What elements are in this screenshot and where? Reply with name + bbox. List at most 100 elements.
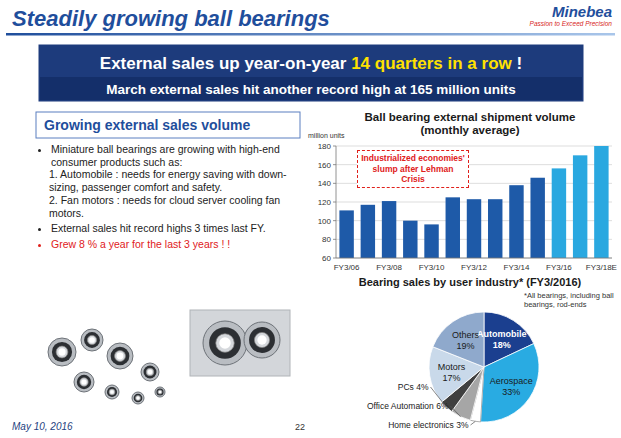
bearing-seal bbox=[209, 327, 241, 359]
photo-bearing-closeup bbox=[190, 310, 290, 376]
bearing-outer bbox=[141, 363, 159, 381]
banner-strip bbox=[40, 77, 582, 100]
y-axis-line bbox=[336, 146, 337, 258]
bar bbox=[403, 221, 417, 258]
bar bbox=[339, 210, 353, 258]
bar bbox=[509, 185, 523, 258]
bearing-seal bbox=[84, 332, 100, 348]
y-tick-label: 180 bbox=[318, 142, 332, 151]
bearing-seal bbox=[111, 347, 130, 366]
bearing-seal bbox=[249, 327, 275, 353]
tick-mark bbox=[333, 164, 336, 165]
sub-item: 1. Automobile : needs for energy saving … bbox=[49, 168, 296, 193]
bearing-outer bbox=[107, 343, 133, 369]
bearing-inner bbox=[158, 390, 162, 394]
pie-value: 3% bbox=[456, 420, 469, 430]
tick-mark bbox=[333, 220, 336, 221]
bearing-outer bbox=[132, 392, 144, 404]
y-tick-label: 160 bbox=[318, 161, 332, 170]
x-axis-line bbox=[336, 258, 612, 259]
bearing-outer bbox=[81, 329, 103, 351]
bar-chart-title: Ball bearing external shipment volume bbox=[365, 111, 576, 123]
y-tick-label: 100 bbox=[318, 217, 332, 226]
bearing-inner bbox=[254, 332, 269, 347]
pie-slices bbox=[429, 312, 539, 422]
banner-text: ! bbox=[512, 54, 522, 73]
pie-value: 17% bbox=[442, 373, 460, 383]
bearing-inner bbox=[146, 368, 154, 376]
y-tick-label: 140 bbox=[318, 179, 332, 188]
x-tick-label: FY3/14 bbox=[504, 263, 530, 272]
bearing-seal bbox=[156, 388, 163, 395]
bullet: Miniature ball bearings are growing with… bbox=[51, 143, 296, 219]
tick-mark bbox=[333, 183, 336, 184]
bullet-text: External sales hit record highs 3 times … bbox=[51, 222, 266, 234]
bar bbox=[530, 178, 544, 258]
pie-slice bbox=[481, 344, 539, 422]
bearing-inner bbox=[109, 389, 115, 395]
grid-line bbox=[336, 146, 612, 147]
bearing-seal bbox=[77, 375, 91, 389]
y-tick-label: 120 bbox=[318, 198, 332, 207]
banner-line2: March external sales hit another record … bbox=[106, 82, 516, 97]
x-tick-label: FY3/06 bbox=[334, 263, 360, 272]
bar bbox=[594, 146, 608, 258]
page: Steadily growing ball bearingsMinebeaPas… bbox=[0, 0, 621, 438]
bearing-bore bbox=[110, 390, 114, 394]
banner-highlight: 14 quarters in a row bbox=[351, 54, 512, 73]
pie-outside-label: Home electronics 3% bbox=[388, 420, 469, 430]
text-box-header bbox=[36, 112, 300, 138]
bearing-seal bbox=[52, 342, 72, 362]
y-axis-title: million units bbox=[308, 132, 345, 139]
bearing-inner bbox=[135, 395, 140, 400]
x-tick-label: FY3/16 bbox=[546, 263, 572, 272]
x-tick-label: FY3/18E bbox=[586, 263, 617, 272]
photo-frame bbox=[190, 310, 290, 376]
pie-chart-title: Bearing sales by user industry* (FY3/201… bbox=[359, 276, 582, 288]
bearing-seal bbox=[144, 366, 157, 379]
header-rule bbox=[6, 33, 615, 36]
pie-category: PCs bbox=[398, 382, 416, 392]
banner-text: External sales up year-on-year bbox=[100, 54, 351, 73]
bar-chart-subtitle: (monthly average) bbox=[420, 124, 519, 136]
pie-outside-label: Office Automation 6% bbox=[367, 401, 449, 411]
bearing-inner bbox=[56, 346, 68, 358]
pie-category: Motors bbox=[438, 362, 466, 372]
bar bbox=[382, 201, 396, 258]
bearing-bore bbox=[58, 348, 65, 355]
pie-value: 33% bbox=[502, 387, 520, 397]
bullet: External sales hit record highs 3 times … bbox=[51, 222, 296, 235]
bearing-bore bbox=[159, 391, 162, 394]
pie-note: *All bearings, including ball bearings, … bbox=[524, 291, 616, 309]
bearing-inner bbox=[87, 335, 96, 344]
leader-line bbox=[431, 387, 447, 407]
page-number: 22 bbox=[295, 422, 305, 432]
bullet-text: Miniature ball bearings are growing with… bbox=[51, 143, 280, 168]
pie-category: Office Automation bbox=[367, 401, 436, 411]
bullet-text: Grew 8 % a year for the last 3 years ! ! bbox=[51, 238, 230, 250]
banner-line1: External sales up year-on-year 14 quarte… bbox=[100, 54, 522, 73]
bearing-bore bbox=[117, 353, 124, 360]
tagline: Passion to Exceed Precision bbox=[530, 20, 613, 27]
pie-slice bbox=[433, 312, 484, 367]
bar bbox=[467, 199, 481, 258]
leader-line bbox=[451, 406, 461, 417]
grid-line bbox=[336, 258, 612, 259]
bearing-bore bbox=[136, 396, 139, 399]
x-tick-label: FY3/10 bbox=[419, 263, 445, 272]
bearing-bore bbox=[148, 370, 153, 375]
y-tick-label: 60 bbox=[322, 254, 331, 263]
banner bbox=[38, 44, 584, 102]
bearing-outer bbox=[74, 372, 94, 392]
x-tick-label: FY3/08 bbox=[376, 263, 402, 272]
bearing-outer bbox=[155, 387, 165, 397]
tick-mark bbox=[333, 258, 336, 259]
sub-list: 1. Automobile : needs for energy saving … bbox=[49, 168, 296, 219]
logo: Minebea bbox=[552, 3, 612, 20]
text-box-title: Growing external sales volume bbox=[44, 117, 250, 133]
bar bbox=[446, 197, 460, 258]
bearing-inner bbox=[216, 334, 234, 352]
bars bbox=[339, 146, 608, 258]
x-tick-label: FY3/12 bbox=[461, 263, 487, 272]
tick-mark bbox=[333, 146, 336, 147]
